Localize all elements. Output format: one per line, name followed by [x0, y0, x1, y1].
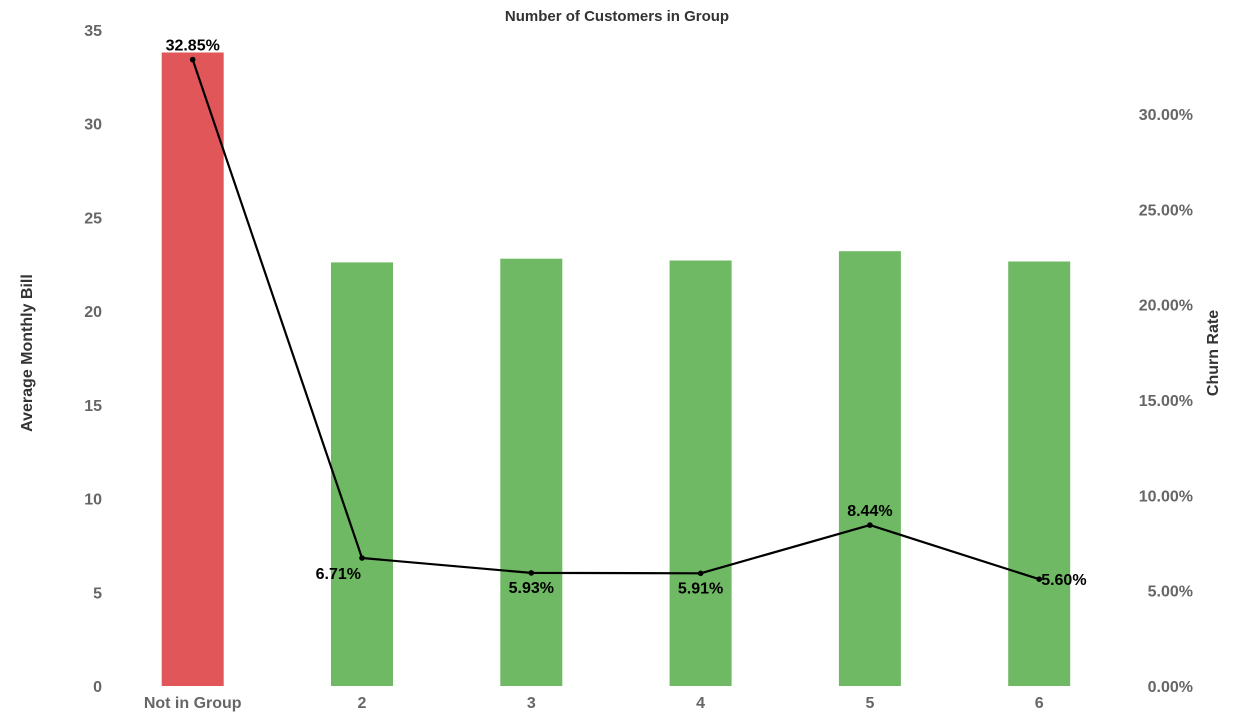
y2-tick-label: 15.00% — [1139, 393, 1193, 410]
y-axis-title: Average Monthly Bill — [19, 274, 36, 432]
bar-1 — [331, 262, 393, 686]
bar-2 — [500, 258, 563, 686]
churn-data-label: 5.60% — [1041, 572, 1086, 589]
y2-tick-label: 25.00% — [1139, 202, 1193, 219]
y2-tick-label: 5.00% — [1148, 584, 1193, 601]
x-tick-label: 3 — [527, 695, 536, 712]
bar-4 — [838, 251, 901, 686]
x-tick-label: Not in Group — [144, 695, 242, 712]
y2-tick-label: 10.00% — [1139, 488, 1193, 505]
churn-data-label: 5.93% — [509, 580, 554, 597]
bar-3 — [669, 260, 732, 686]
x-tick-label: 5 — [865, 695, 874, 712]
line-point-1 — [359, 555, 365, 561]
y-tick-label: 25 — [84, 210, 102, 227]
line-point-3 — [697, 570, 704, 577]
y2-tick-label: 0.00% — [1148, 679, 1193, 696]
x-tick-label: 6 — [1035, 695, 1044, 712]
bar-5 — [1008, 261, 1071, 686]
churn-rate-line — [191, 59, 1040, 581]
data-labels-layer: 32.85% 6.71% 5.93% 5.91% 8.44% 5.60% — [166, 38, 1087, 598]
chart-title: Number of Customers in Group — [505, 8, 729, 25]
line-point-0 — [189, 56, 196, 63]
x-axis-ticks: Not in Group 2 3 4 5 6 — [144, 695, 1044, 712]
right-axis-ticks: 0.00% 5.00% 10.00% 15.00% 20.00% 25.00% 30.00% — [1139, 107, 1193, 696]
x-tick-label: 2 — [358, 695, 367, 712]
line-point-2 — [528, 570, 535, 576]
line-point-5 — [1036, 576, 1042, 582]
churn-data-label: 32.85% — [166, 38, 220, 55]
y-tick-label: 20 — [84, 304, 102, 321]
y-tick-label: 5 — [93, 585, 102, 602]
y-tick-label: 0 — [93, 679, 102, 696]
y-tick-label: 30 — [84, 117, 102, 134]
churn-data-label: 8.44% — [847, 503, 892, 520]
churn-data-label: 5.91% — [678, 580, 723, 597]
y-tick-label: 15 — [84, 398, 102, 415]
churn-data-label: 6.71% — [316, 566, 361, 583]
y-tick-label: 10 — [84, 492, 102, 509]
y2-axis-title: Churn Rate — [1205, 310, 1222, 396]
x-tick-label: 4 — [696, 695, 705, 712]
y2-tick-label: 20.00% — [1139, 298, 1193, 315]
bar-0 — [161, 52, 224, 686]
y-tick-label: 35 — [84, 23, 102, 40]
bars-layer — [161, 52, 1071, 686]
y2-tick-label: 30.00% — [1139, 107, 1193, 124]
line-layer — [189, 56, 1042, 582]
left-axis-ticks: 0 5 10 15 20 25 30 35 — [84, 23, 102, 696]
line-point-4 — [867, 522, 873, 528]
